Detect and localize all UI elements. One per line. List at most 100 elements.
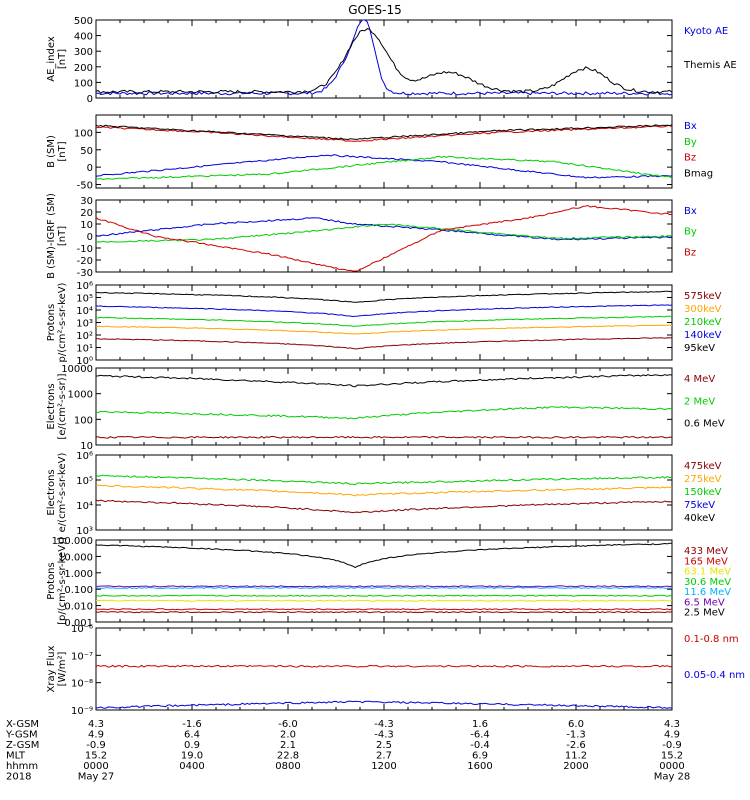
- y-axis-unit: [nT]: [57, 49, 68, 69]
- y-axis-unit: [nT]: [57, 226, 68, 246]
- y-tick-label: 300: [74, 47, 93, 58]
- y-tick-label: 100: [74, 78, 93, 89]
- y-axis-unit: [nT]: [57, 141, 68, 161]
- legend-entry: Bz: [684, 153, 696, 164]
- y-tick-label: 10⁶: [76, 451, 93, 462]
- y-tick-label: 30: [80, 196, 93, 207]
- axis-row-value: 1.6: [472, 719, 488, 730]
- series-line-2: [95, 700, 673, 709]
- legend-entry: 75keV: [684, 500, 715, 511]
- y-tick-label: 100: [74, 415, 93, 426]
- panel-frame: [95, 367, 673, 446]
- axis-row-value: -1.3: [566, 730, 586, 741]
- axis-row-value: 4.9: [664, 730, 680, 741]
- legend-entry: Bz: [684, 247, 696, 258]
- legend-entry: Bx: [684, 206, 697, 217]
- y-tick-label: 10⁶: [76, 281, 93, 292]
- axis-row-value: 2.0: [280, 730, 296, 741]
- y-tick-label: 10⁻⁶: [71, 624, 93, 635]
- panel-8: 10⁻⁹ 10⁻⁸ 10⁻⁷ 10⁻⁶ Xray Flux [W/m²] 0.1-0.8 n…: [46, 624, 745, 717]
- axis-row-value: -4.3: [374, 730, 394, 741]
- y-tick-label: 10⁴: [76, 306, 93, 317]
- y-tick-label: 10.000: [58, 552, 93, 563]
- axis-row-value: 22.8: [277, 751, 299, 762]
- axis-row-value: 1600: [467, 761, 492, 772]
- y-tick-label: 400: [74, 32, 93, 43]
- legend-entry: By: [684, 227, 697, 238]
- y-tick-label: -30: [77, 268, 93, 279]
- y-tick-label: 100: [74, 128, 93, 139]
- axis-row-value: -4.3: [374, 719, 394, 730]
- y-axis-unit: e/(cm²-s-sr-keV): [57, 453, 68, 533]
- axis-row-label: hhmm: [6, 761, 38, 772]
- legend-entry: 63.1 MeV: [684, 567, 731, 578]
- series-line-4: [95, 124, 673, 141]
- y-tick-label: 0.010: [64, 602, 93, 613]
- series-line-3: [95, 124, 673, 142]
- y-tick-label: 0: [87, 232, 93, 243]
- series-line-1: [95, 337, 673, 350]
- axis-row-value: 15.2: [85, 751, 107, 762]
- y-tick-label: 10⁵: [76, 476, 93, 487]
- series-line-1: [95, 19, 673, 96]
- y-tick-label: 10⁵: [76, 294, 93, 305]
- series-line-1: [95, 217, 673, 241]
- y-axis-label: Electrons: [46, 469, 57, 515]
- series-line-1: [95, 611, 673, 614]
- axis-row-value: 2000: [563, 761, 588, 772]
- legend-entry: 575keV: [684, 291, 722, 302]
- axis-row-label: Y-GSM: [5, 730, 38, 741]
- axis-row-value: 1200: [371, 761, 396, 772]
- y-axis-label: B (SM)-IGRF (SM): [46, 193, 57, 279]
- legend-entry: Bx: [684, 121, 697, 132]
- axis-row-value: -0.9: [662, 740, 682, 751]
- series-line-2: [95, 406, 673, 420]
- y-tick-label: 10³: [76, 319, 93, 330]
- axis-row-value: 6.9: [472, 751, 488, 762]
- series-line-4: [95, 594, 673, 597]
- y-axis-label: Protons: [46, 304, 57, 341]
- legend-entry: 2.5 MeV: [684, 608, 725, 619]
- series-line-5: [95, 586, 673, 590]
- series-line-3: [95, 315, 672, 327]
- series-line-2: [95, 484, 673, 497]
- series-line-3: [96, 599, 673, 602]
- series-line-2: [95, 324, 673, 335]
- panel-frame: [95, 114, 673, 189]
- axis-row-value: 2.1: [280, 740, 296, 751]
- y-tick-label: 1.000: [64, 569, 93, 580]
- y-tick-label: 500: [74, 16, 93, 27]
- y-axis-label: Protons: [46, 562, 57, 599]
- axis-row-value: May 27: [78, 772, 115, 783]
- series-line-7: [95, 542, 673, 569]
- series-line-3: [95, 204, 672, 272]
- series-line-3: [95, 474, 673, 486]
- legend-entry: 40keV: [684, 513, 715, 524]
- series-line-1: [95, 435, 673, 439]
- y-tick-label: 0.001: [64, 618, 93, 629]
- legend-entry: 475keV: [684, 461, 722, 472]
- series-line-2: [95, 223, 673, 243]
- panel-frame: [95, 454, 673, 531]
- panel-5: 10 100 1000 10000 Electrons [e/(cm²-s-sr)] 4 M…: [46, 364, 725, 452]
- series-line-2: [95, 28, 673, 94]
- legend-entry: 275keV: [684, 474, 722, 485]
- axis-row-value: 0400: [179, 761, 204, 772]
- legend-entry: 150keV: [684, 487, 722, 498]
- axis-row-label: X-GSM: [6, 719, 39, 730]
- series-line-1: [95, 664, 673, 668]
- chart-title: GOES-15: [348, 3, 402, 17]
- panel-frame: [95, 627, 673, 711]
- y-tick-label: 10000: [61, 364, 93, 375]
- legend-entry: 6.5 MeV: [684, 597, 725, 608]
- axis-row-label: MLT: [6, 751, 26, 762]
- y-tick-label: 10²: [76, 331, 93, 342]
- axis-row-value: 4.3: [664, 719, 680, 730]
- y-axis-label: AE_index: [46, 36, 57, 82]
- axis-row-value: 4.9: [88, 730, 104, 741]
- y-tick-label: 10⁻⁷: [71, 651, 93, 662]
- y-axis-unit: [W/m²]: [57, 651, 68, 686]
- panel-frame: [95, 19, 673, 99]
- panel-1: 0 100 200 300 400 500 AE_index [nT] Kyoto AE Them…: [46, 16, 737, 105]
